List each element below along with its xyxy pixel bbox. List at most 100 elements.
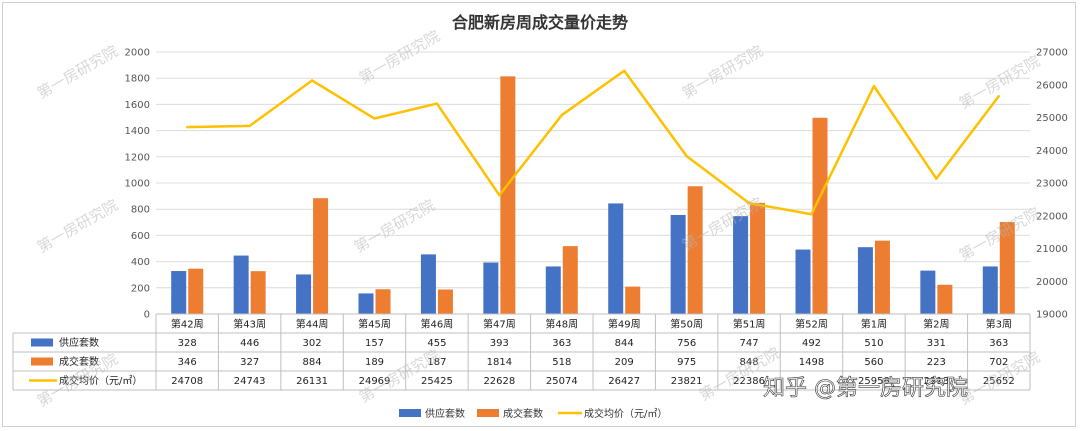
table-cell-value: 302 (303, 338, 322, 349)
table-legend-key (31, 338, 53, 347)
supply-bar (420, 254, 436, 314)
x-category-label: 第48周 (545, 318, 578, 331)
price-line (187, 69, 1000, 216)
table-row-label: 成交均价（元/㎡） (59, 374, 142, 387)
supply-bar (608, 203, 624, 314)
table-cell-value: 22386 (733, 376, 765, 387)
x-category-label: 第44周 (296, 318, 329, 331)
price-point (935, 177, 938, 180)
supply-bar (920, 270, 936, 314)
x-category-label: 第2周 (923, 318, 949, 331)
watermark-text: 第一房研究院 (956, 204, 1043, 265)
sales-bar (250, 271, 266, 314)
table-cell-value: 560 (864, 357, 883, 368)
supply-bar (483, 262, 499, 314)
table-cell-value: 455 (427, 338, 446, 349)
price-point (310, 79, 314, 82)
supply-bar (982, 266, 998, 314)
y-left-tick-label: 1600 (125, 100, 150, 111)
table-cell-value: 363 (552, 338, 571, 349)
legend-key (477, 409, 499, 417)
sales-bar (437, 289, 453, 314)
price-point (623, 69, 626, 72)
table-cell-value: 157 (365, 338, 384, 349)
legend-label: 供应套数 (425, 407, 465, 420)
y-right-tick-label: 23000 (1036, 179, 1068, 190)
table-cell-value: 24708 (171, 376, 203, 387)
bar-series (171, 76, 1015, 315)
supply-bar (296, 274, 312, 314)
y-right-tick-label: 22000 (1036, 211, 1068, 222)
price-point (498, 193, 501, 197)
sales-bar (687, 186, 703, 314)
table-cell-value: 22628 (483, 376, 515, 387)
y-left-tick-label: 400 (131, 257, 150, 268)
y-left-tick-label: 200 (131, 283, 150, 294)
table-cell-value: 363 (989, 338, 1008, 349)
supply-bar (358, 293, 374, 314)
price-point (810, 213, 813, 216)
table-cell-value: 189 (365, 357, 384, 368)
price-point (997, 94, 1000, 98)
sales-bar (500, 76, 516, 314)
table-cell-value: 844 (615, 338, 634, 349)
y-left-tick-label: 2000 (125, 48, 150, 59)
y-left-tick-label: 1200 (125, 152, 150, 163)
legend-label: 成交均价（元/㎡） (584, 407, 667, 420)
data-table: 第42周 第43周 第44周 第45周 第46周 第47周 第48周 第49周 第50周 第51周… (12, 313, 1031, 391)
table-cell-value: 223 (927, 357, 946, 368)
x-category-label: 第50周 (670, 318, 703, 331)
chart-title: 合肥新房周成交量价走势 (452, 13, 628, 32)
x-category-label: 第42周 (171, 318, 204, 331)
table-cell-value: 975 (677, 357, 696, 368)
x-category-label: 第47周 (483, 318, 516, 331)
table-cell-value: 884 (303, 357, 322, 368)
price-point (872, 84, 876, 88)
table-cell-value: 518 (552, 357, 571, 368)
y-left-tick-label: 1400 (125, 126, 150, 137)
table-cell-value: 510 (864, 338, 883, 349)
chart-legend: 供应套数 成交套数 成交均价（元/㎡） (399, 407, 667, 420)
watermark-text: 第一房研究院 (34, 196, 121, 257)
table-cell-value: 25958 (858, 376, 890, 387)
price-points (186, 69, 1000, 216)
x-category-label: 第45周 (358, 318, 391, 331)
table-cell-value: 328 (178, 338, 197, 349)
table-cell-value: 23821 (671, 376, 703, 387)
sales-bar (750, 202, 766, 314)
watermark-text: 第一房研究院 (956, 52, 1043, 113)
table-cell-value: 331 (927, 338, 946, 349)
price-point (435, 102, 439, 105)
y-right-tick-label: 19000 (1036, 310, 1068, 321)
table-cell-value: 187 (427, 357, 446, 368)
legend-key (399, 409, 421, 417)
table-cell-value: 327 (240, 357, 259, 368)
watermark-text: 第一房研究院 (34, 42, 121, 103)
y-right-tick-label: 27000 (1036, 48, 1068, 59)
y-left-tick-label: 1800 (125, 74, 150, 85)
price-point (747, 201, 751, 205)
x-category-label: 第43周 (233, 318, 266, 331)
price-point (685, 154, 688, 158)
right-axis-ticks: 19000 20000 21000 22000 23000 24000 25000 26000… (1036, 48, 1068, 321)
price-point (373, 117, 376, 120)
sales-bar (874, 240, 890, 314)
y-right-tick-label: 25000 (1036, 113, 1068, 124)
gridlines (156, 51, 1030, 315)
price-point (248, 124, 251, 128)
table-cell-value: 25425 (421, 376, 453, 387)
table-cell-value: 25652 (983, 376, 1015, 387)
supply-bar (733, 216, 749, 314)
x-category-label: 第46周 (421, 318, 454, 331)
table-cell-value: 702 (989, 357, 1008, 368)
y-right-tick-label: 20000 (1036, 277, 1068, 288)
y-left-tick-label: 1000 (125, 179, 150, 190)
legend-label: 成交套数 (503, 407, 543, 420)
y-right-tick-label: 24000 (1036, 146, 1068, 157)
sales-bar (188, 268, 204, 314)
table-cell-value: 848 (740, 357, 759, 368)
sales-bar (812, 117, 828, 315)
supply-bar (233, 255, 249, 314)
table-cell-value: 24743 (234, 376, 266, 387)
